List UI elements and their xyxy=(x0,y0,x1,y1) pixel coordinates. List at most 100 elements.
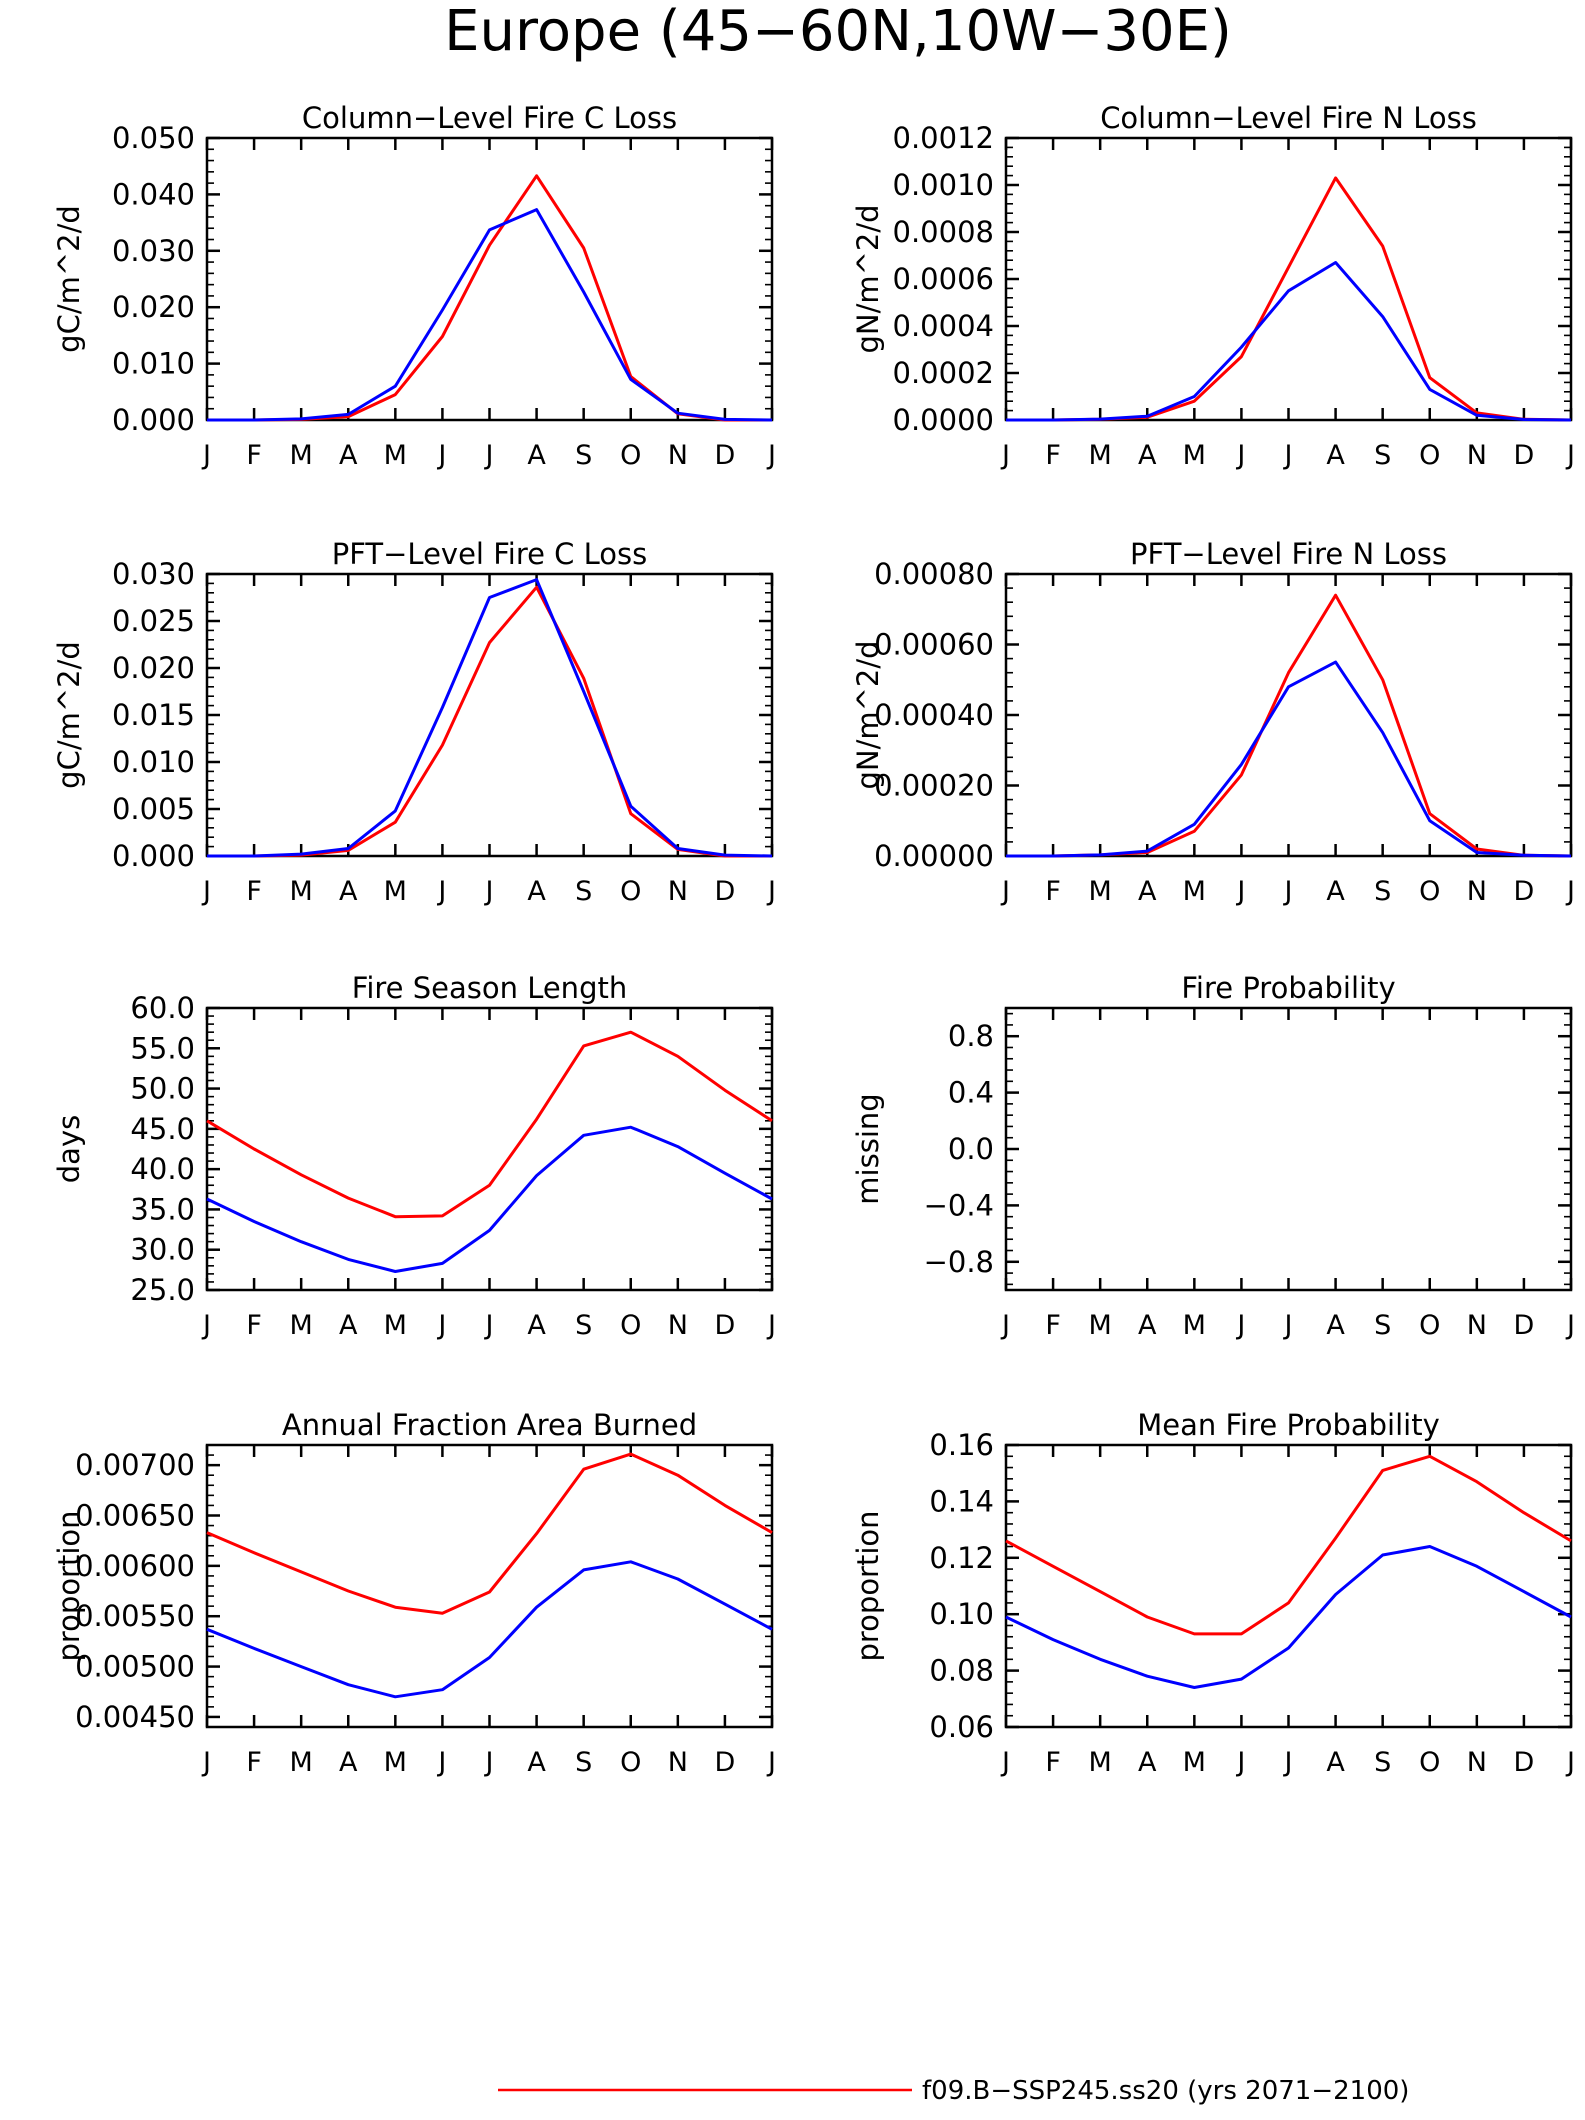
x-tick-label: M xyxy=(384,1747,407,1778)
y-tick-label: 0.010 xyxy=(112,745,195,779)
x-tick-label: O xyxy=(620,1310,641,1341)
chart-title: Column−Level Fire C Loss xyxy=(302,101,677,135)
y-tick-label: 40.0 xyxy=(130,1152,195,1186)
x-tick-label: J xyxy=(436,440,446,471)
panel-mean-fire-probability: J F M A M J J A S O N D J0.060.080.100.120.140.16Mea… xyxy=(851,1408,1575,1778)
x-tick-label: J xyxy=(1235,440,1245,471)
y-tick-label: 60.0 xyxy=(130,991,195,1025)
y-tick-label: 0.030 xyxy=(112,234,195,268)
y-tick-label: 0.0006 xyxy=(893,262,994,296)
x-tick-label: S xyxy=(575,1747,592,1778)
x-tick-label: J xyxy=(484,876,494,907)
x-tick-label: F xyxy=(1045,440,1061,471)
legend-label: f09.B−SSP245.ss20 (yrs 2071−2100) xyxy=(922,2076,1409,2106)
plot-frame xyxy=(205,136,774,422)
x-tick-label: A xyxy=(1326,876,1345,907)
x-tick-label: J xyxy=(1283,876,1293,907)
x-tick-label: D xyxy=(715,1747,736,1778)
x-tick-label: J xyxy=(1283,1747,1293,1778)
series-line-red xyxy=(206,1030,773,1219)
series-line-blue xyxy=(207,208,773,422)
plot-frame xyxy=(1004,572,1573,858)
plot-frame xyxy=(205,1006,774,1292)
x-tick-label: M xyxy=(384,440,407,471)
y-tick-label: 0.00650 xyxy=(75,1499,195,1533)
x-tick-label: N xyxy=(668,1747,688,1778)
x-tick-label: J xyxy=(766,1310,776,1341)
x-tick-label: S xyxy=(1374,876,1391,907)
y-tick-label: 0.00000 xyxy=(874,839,994,873)
x-tick-label: O xyxy=(1419,1747,1440,1778)
y-axis-label: proportion xyxy=(851,1510,885,1661)
plot-frame xyxy=(205,1443,774,1729)
x-tick-label: O xyxy=(620,440,641,471)
chart-panels: J F M A M J J A S O N D J0.0000.0100.0200.0300.0400.… xyxy=(52,101,1575,1778)
x-tick-label: D xyxy=(1514,1747,1535,1778)
x-tick-label: N xyxy=(1467,1310,1487,1341)
y-axis-label: proportion xyxy=(52,1510,86,1661)
y-tick-label: 0.0002 xyxy=(893,356,994,390)
x-tick-label: F xyxy=(1045,1747,1061,1778)
y-tick-label: 0.020 xyxy=(112,290,195,324)
x-tick-label: A xyxy=(1326,1310,1345,1341)
series-line-red xyxy=(206,1452,773,1615)
y-tick-label: 0.030 xyxy=(112,557,195,591)
y-tick-label: 55.0 xyxy=(130,1031,195,1065)
y-tick-label: 0.8 xyxy=(948,1019,994,1053)
x-tick-label: J xyxy=(1565,440,1575,471)
panel-annual-fraction-area-burned: J F M A M J J A S O N D J0.004500.005000.005500.0060… xyxy=(52,1408,776,1778)
y-tick-label: 0.040 xyxy=(112,177,195,211)
x-tick-label: D xyxy=(1514,876,1535,907)
y-tick-label: 0.005 xyxy=(112,792,195,826)
y-tick-label: 0.12 xyxy=(929,1541,994,1575)
chart-title: Annual Fraction Area Burned xyxy=(282,1408,697,1442)
y-tick-label: 0.050 xyxy=(112,121,195,155)
x-tick-label: O xyxy=(620,876,641,907)
x-tick-label: A xyxy=(527,1747,546,1778)
x-tick-label: M xyxy=(1089,876,1112,907)
y-tick-label: 0.10 xyxy=(929,1597,994,1631)
x-tick-label: A xyxy=(339,1310,358,1341)
series-line-red xyxy=(1005,1454,1572,1636)
x-tick-label: J xyxy=(201,1747,211,1778)
y-tick-label: 0.010 xyxy=(112,347,195,381)
chart-title: PFT−Level Fire C Loss xyxy=(332,537,648,571)
x-tick-label: O xyxy=(1419,876,1440,907)
x-tick-label: J xyxy=(1283,440,1293,471)
x-tick-label: F xyxy=(246,1747,262,1778)
x-tick-label: A xyxy=(339,440,358,471)
chart-title: Fire Probability xyxy=(1181,971,1395,1005)
x-tick-label: F xyxy=(1045,876,1061,907)
x-tick-label: J xyxy=(201,440,211,471)
x-tick-label: J xyxy=(484,1747,494,1778)
x-tick-label: N xyxy=(1467,1747,1487,1778)
x-tick-label: J xyxy=(1565,876,1575,907)
x-tick-label: A xyxy=(339,876,358,907)
x-tick-label: D xyxy=(715,876,736,907)
plot-frame xyxy=(1004,1006,1573,1292)
y-tick-label: 0.025 xyxy=(112,604,195,638)
x-tick-label: F xyxy=(246,440,262,471)
panel-pft-level-fire-c-loss: J F M A M J J A S O N D J0.0000.0050.0100.0150.0200.… xyxy=(52,537,776,907)
y-tick-label: 0.00600 xyxy=(75,1549,195,1583)
y-tick-label: 45.0 xyxy=(130,1112,195,1146)
y-axis-label: gC/m^2/d xyxy=(52,641,86,789)
y-axis-label: gC/m^2/d xyxy=(52,205,86,353)
x-tick-label: M xyxy=(384,876,407,907)
y-tick-label: 0.0 xyxy=(948,1132,994,1166)
y-tick-label: 0.000 xyxy=(112,839,195,873)
x-tick-label: N xyxy=(1467,440,1487,471)
x-tick-label: M xyxy=(1089,1747,1112,1778)
series-line-blue xyxy=(1005,1545,1572,1689)
x-tick-label: M xyxy=(1183,876,1206,907)
y-tick-label: 0.00450 xyxy=(75,1700,195,1734)
x-tick-label: M xyxy=(1183,440,1206,471)
series-line-blue xyxy=(206,1125,773,1273)
x-tick-label: J xyxy=(436,1747,446,1778)
plot-frame xyxy=(1004,136,1573,422)
x-tick-label: J xyxy=(484,440,494,471)
x-tick-label: N xyxy=(668,440,688,471)
x-tick-label: O xyxy=(1419,440,1440,471)
x-tick-label: J xyxy=(484,1310,494,1341)
